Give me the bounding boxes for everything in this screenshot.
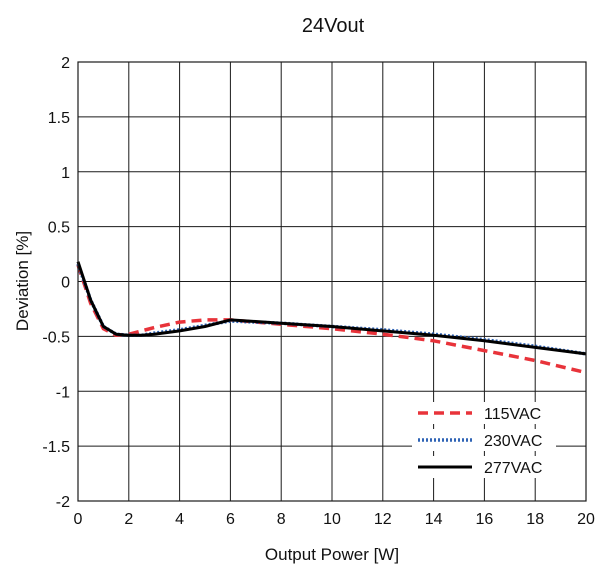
x-tick-label: 4 (175, 511, 184, 528)
y-tick-label: 2 (61, 55, 70, 72)
legend-label: 277VAC (484, 460, 542, 477)
legend-label: 230VAC (484, 433, 542, 450)
x-tick-label: 10 (323, 511, 341, 528)
y-axis-ticks: 2 1.5 1 0.5 0 -0.5 -1 -1.5 -2 (42, 55, 70, 511)
y-axis-label: Deviation [%] (13, 231, 32, 331)
chart-title: 24Vout (302, 15, 365, 37)
plot-frame (77, 61, 587, 502)
x-tick-label: 8 (277, 511, 286, 528)
x-tick-label: 0 (74, 511, 83, 528)
x-axis-ticks: 0 2 4 6 8 10 12 14 16 18 20 (74, 511, 595, 528)
x-tick-label: 20 (577, 511, 595, 528)
y-tick-label: 1.5 (48, 110, 70, 127)
series-lines (76, 261, 587, 375)
x-tick-label: 2 (124, 511, 133, 528)
grid (78, 62, 586, 501)
y-tick-label: -0.5 (42, 329, 70, 346)
y-tick-label: -1 (56, 384, 70, 401)
x-tick-label: 18 (526, 511, 544, 528)
series-line-277vac (76, 261, 587, 356)
legend: 115VAC 230VAC 277VAC (412, 402, 556, 478)
x-tick-label: 16 (476, 511, 494, 528)
y-tick-label: 0.5 (48, 220, 70, 237)
x-tick-label: 6 (226, 511, 235, 528)
y-tick-label: -1.5 (42, 439, 70, 456)
x-tick-label: 14 (425, 511, 443, 528)
y-tick-label: 0 (61, 275, 70, 292)
legend-entry-background (412, 456, 556, 478)
y-tick-label: 1 (61, 165, 70, 182)
x-axis-label: Output Power [W] (265, 545, 399, 564)
y-tick-label: -2 (56, 494, 70, 511)
x-tick-label: 12 (374, 511, 392, 528)
legend-entry-background (412, 429, 556, 451)
legend-entry-background (412, 402, 556, 424)
legend-label: 115VAC (484, 406, 541, 423)
